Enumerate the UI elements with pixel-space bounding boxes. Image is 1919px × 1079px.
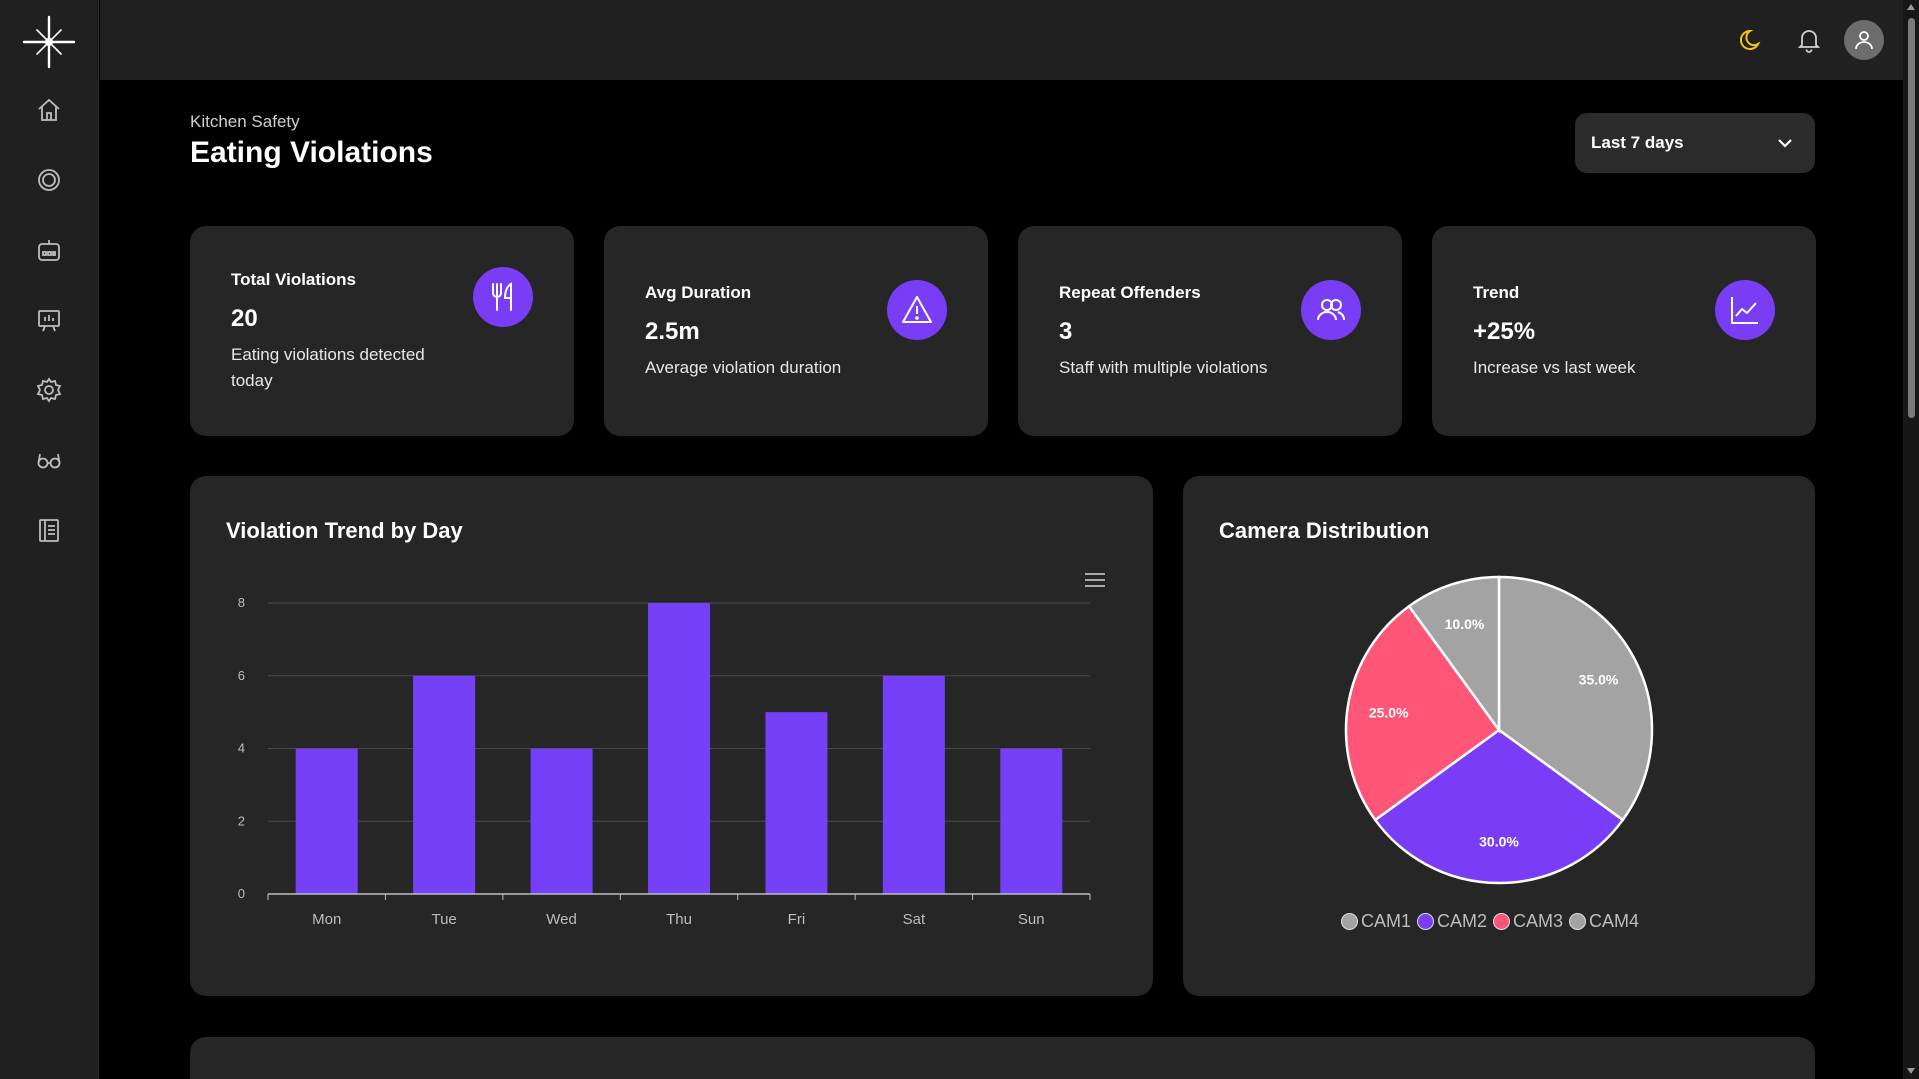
x-tick-label: Fri <box>788 911 806 928</box>
pie-value-label: 35.0% <box>1579 671 1619 687</box>
pie-legend: CAM1 CAM2 CAM3 CAM4 <box>1341 911 1639 932</box>
legend-dot <box>1569 913 1587 930</box>
page-scrollbar[interactable] <box>1903 0 1919 1079</box>
stat-title: Avg Duration <box>645 283 752 302</box>
nav-settings-gear-icon[interactable] <box>34 375 64 405</box>
legend-label: CAM2 <box>1437 911 1488 931</box>
bar-fri[interactable] <box>765 712 828 894</box>
nav-home-icon[interactable] <box>34 95 64 125</box>
legend-item-cam4[interactable]: CAM4 <box>1569 911 1639 932</box>
pie-slice-cam2[interactable] <box>1373 728 1625 885</box>
legend-label: CAM3 <box>1513 911 1564 931</box>
user-icon <box>1855 31 1873 50</box>
nav-robot-icon[interactable] <box>34 235 64 265</box>
stat-card-avg-duration: Avg Duration 2.5m Average violation dura… <box>604 226 988 436</box>
y-tick-label: 2 <box>238 813 245 828</box>
pie-value-label: 10.0% <box>1445 616 1485 632</box>
warning-icon <box>887 280 947 340</box>
nav-glasses-icon[interactable] <box>34 445 64 475</box>
legend-dot <box>1493 913 1511 930</box>
legend-item-cam2[interactable]: CAM2 <box>1417 911 1487 932</box>
breadcrumb: Kitchen Safety <box>190 112 300 131</box>
bar-mon[interactable] <box>295 748 358 895</box>
camera-distribution-card: Camera Distribution 35.0% 30.0% 25.0% 10.0%… <box>1183 476 1815 996</box>
nav-target-icon[interactable] <box>34 165 64 195</box>
chart-menu-icon[interactable] <box>1085 573 1105 589</box>
y-tick-label: 6 <box>238 668 245 683</box>
stat-description: Staff with multiple violations <box>1059 358 1268 377</box>
chart-title: Camera Distribution <box>1219 518 1430 543</box>
x-tick-label: Thu <box>666 911 692 928</box>
stat-card-total-violations: Total Violations 20 Eating violations de… <box>190 226 574 436</box>
x-tick-label: Sat <box>903 911 926 928</box>
legend-item-cam3[interactable]: CAM3 <box>1493 911 1563 932</box>
x-tick-label: Tue <box>431 911 456 928</box>
dark-mode-moon-icon[interactable] <box>1734 22 1770 58</box>
line-chart-icon <box>1715 280 1775 340</box>
stat-card-repeat-offenders: Repeat Offenders 3 Staff with multiple v… <box>1018 226 1402 436</box>
legend-label: CAM4 <box>1589 911 1640 931</box>
stat-value: +25% <box>1473 318 1536 345</box>
stat-value: 2.5m <box>645 318 700 345</box>
x-tick-label: Sun <box>1018 911 1045 928</box>
top-bar <box>100 0 1903 80</box>
legend-label: CAM1 <box>1361 911 1412 931</box>
page-title: Eating Violations <box>190 136 433 169</box>
stat-value: 3 <box>1059 318 1073 345</box>
bar-thu[interactable] <box>648 603 710 894</box>
users-icon <box>1301 280 1361 340</box>
bar-chart: 0 2 4 6 8 Mon Tue Wed Thu Fri Sat Sun <box>238 595 1091 928</box>
pie-value-label: 30.0% <box>1479 834 1519 850</box>
violation-trend-card: Violation Trend by Day 0 2 4 6 8 Mon Tue Wed Thu… <box>190 476 1153 996</box>
stat-title: Trend <box>1473 283 1520 302</box>
sidebar <box>0 0 99 1079</box>
scroll-up-arrow-icon[interactable] <box>1907 4 1915 10</box>
x-tick-label: Wed <box>546 911 577 928</box>
legend-item-cam1[interactable]: CAM1 <box>1341 911 1411 932</box>
date-range-value: Last 7 days <box>1591 133 1684 152</box>
y-tick-label: 4 <box>238 741 245 756</box>
bottom-panel-card <box>190 1037 1815 1079</box>
logo-star-icon[interactable] <box>22 15 76 69</box>
pie-slice-cam1[interactable] <box>1497 575 1654 822</box>
notifications-bell-icon[interactable] <box>1791 22 1827 58</box>
bar-sun[interactable] <box>1000 748 1063 895</box>
stat-title: Total Violations <box>231 270 356 289</box>
date-range-select[interactable]: Last 7 days <box>1575 113 1815 173</box>
y-tick-label: 0 <box>238 886 245 901</box>
x-tick-label: Mon <box>312 911 341 928</box>
stat-title: Repeat Offenders <box>1059 283 1201 302</box>
nav-document-icon[interactable] <box>34 515 64 545</box>
utensils-icon <box>473 267 533 327</box>
pie-value-label: 25.0% <box>1369 705 1409 721</box>
stat-card-trend: Trend +25% Increase vs last week <box>1432 226 1816 436</box>
stat-description: Average violation duration <box>645 358 842 377</box>
user-avatar[interactable] <box>1844 20 1884 60</box>
pie-slice-cam3[interactable] <box>1344 604 1501 822</box>
bar-sat[interactable] <box>882 675 945 894</box>
nav-presentation-icon[interactable] <box>34 305 64 335</box>
pie-chart: 35.0% 30.0% 25.0% 10.0% <box>1344 575 1654 885</box>
stat-value: 20 <box>231 305 258 332</box>
bar-wed[interactable] <box>530 748 593 895</box>
pie-slice-cam4[interactable] <box>1407 575 1501 734</box>
scroll-down-arrow-icon[interactable] <box>1907 1068 1915 1074</box>
chart-title: Violation Trend by Day <box>226 518 463 543</box>
chevron-down-icon <box>1778 139 1792 148</box>
y-tick-label: 8 <box>238 595 245 610</box>
stat-description: Increase vs last week <box>1473 358 1636 377</box>
legend-dot <box>1341 913 1358 930</box>
bar-tue[interactable] <box>413 675 476 894</box>
legend-dot <box>1417 913 1435 930</box>
scrollbar-thumb[interactable] <box>1908 18 1915 418</box>
stat-description: Eating violations detected today <box>231 345 425 390</box>
